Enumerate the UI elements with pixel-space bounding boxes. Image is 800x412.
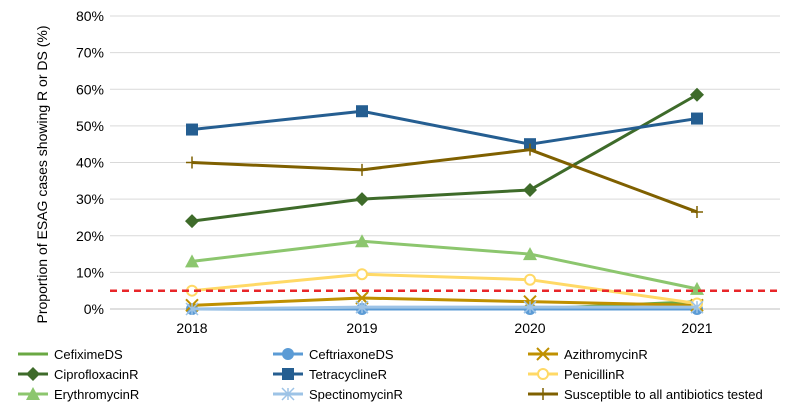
data-point bbox=[523, 182, 537, 197]
legend-swatch-marker bbox=[536, 347, 550, 361]
data-point bbox=[524, 143, 536, 156]
data-point bbox=[691, 205, 703, 218]
y-tick-label: 30% bbox=[76, 191, 104, 207]
data-point bbox=[524, 273, 536, 286]
series-erythromycinr bbox=[185, 234, 704, 295]
series-line bbox=[191, 272, 698, 305]
series-spectinomycinr bbox=[185, 300, 704, 316]
legend-label: Susceptible to all antibiotics tested bbox=[564, 387, 763, 402]
series-line bbox=[191, 305, 697, 311]
y-tick-label: 60% bbox=[76, 81, 104, 97]
y-tick-label: 20% bbox=[76, 228, 104, 244]
legend-label: SpectinomycinR bbox=[309, 387, 403, 402]
y-tick-label: 0% bbox=[84, 301, 104, 317]
legend-item: TetracyclineR bbox=[273, 367, 387, 382]
legend-swatch-marker bbox=[537, 388, 549, 400]
data-point bbox=[185, 214, 199, 229]
x-tick-label: 2021 bbox=[681, 320, 712, 336]
data-point bbox=[186, 156, 198, 169]
data-point bbox=[356, 105, 368, 118]
data-point bbox=[355, 291, 369, 305]
data-point bbox=[355, 300, 369, 314]
legend-swatch-marker bbox=[537, 368, 549, 380]
legend-label: AzithromycinR bbox=[564, 347, 648, 362]
legend-swatch-marker bbox=[282, 368, 294, 380]
y-tick-label: 40% bbox=[76, 155, 104, 171]
legend-swatch-marker bbox=[281, 387, 295, 401]
legend-label: CiprofloxacinR bbox=[54, 367, 139, 382]
legend-swatch-marker bbox=[26, 367, 40, 381]
y-tick-label: 50% bbox=[76, 118, 104, 134]
series-susceptible-to-all-antibiotics-tested bbox=[186, 143, 703, 218]
legend-item: PenicillinR bbox=[528, 367, 625, 382]
series-line bbox=[191, 148, 698, 214]
data-point bbox=[523, 247, 537, 261]
series-group bbox=[185, 87, 704, 316]
y-tick-label: 80% bbox=[76, 8, 104, 24]
data-point bbox=[691, 112, 703, 125]
legend-label: CefiximeDS bbox=[54, 347, 123, 362]
x-axis-ticks: 2018 2019 2020 2021 bbox=[176, 320, 712, 336]
data-point bbox=[523, 300, 537, 314]
data-point bbox=[185, 254, 199, 268]
data-point bbox=[186, 123, 198, 136]
series-tetracycliner bbox=[186, 105, 703, 151]
series-line bbox=[191, 109, 698, 146]
legend: CefiximeDS CeftriaxoneDS AzithromycinR Cipr… bbox=[18, 347, 763, 402]
legend-item: CiprofloxacinR bbox=[18, 367, 139, 382]
legend-item: SpectinomycinR bbox=[273, 387, 403, 402]
y-axis-title: Proportion of ESAG cases showing R or DS… bbox=[34, 25, 50, 323]
series-line bbox=[191, 93, 698, 223]
x-tick-label: 2019 bbox=[346, 320, 377, 336]
data-point bbox=[690, 300, 704, 314]
legend-swatch-marker bbox=[26, 387, 40, 400]
x-tick-label: 2018 bbox=[176, 320, 207, 336]
legend-label: CeftriaxoneDS bbox=[309, 347, 394, 362]
legend-item: CefiximeDS bbox=[18, 347, 123, 362]
data-point bbox=[185, 302, 199, 316]
series-penicillinr bbox=[186, 268, 703, 310]
y-tick-label: 10% bbox=[76, 264, 104, 280]
gridlines bbox=[110, 15, 780, 273]
series-line bbox=[191, 239, 698, 291]
legend-label: ErythromycinR bbox=[54, 387, 139, 402]
legend-label: PenicillinR bbox=[564, 367, 625, 382]
legend-item: Susceptible to all antibiotics tested bbox=[528, 387, 763, 402]
legend-item: CeftriaxoneDS bbox=[273, 347, 394, 362]
legend-swatch-marker bbox=[282, 348, 294, 360]
legend-item: AzithromycinR bbox=[528, 347, 648, 362]
series-ciprofloxacinr bbox=[185, 87, 704, 229]
data-point bbox=[356, 163, 368, 176]
data-point bbox=[356, 268, 368, 281]
y-axis-ticks: 0% 10% 20% 30% 40% 50% 60% 70% 80% bbox=[76, 8, 104, 317]
legend-item: ErythromycinR bbox=[18, 387, 139, 402]
y-tick-label: 70% bbox=[76, 45, 104, 61]
data-point bbox=[355, 192, 369, 207]
data-point bbox=[690, 87, 704, 102]
data-point bbox=[355, 234, 369, 248]
series-line bbox=[191, 296, 698, 307]
legend-label: TetracyclineR bbox=[309, 367, 387, 382]
x-tick-label: 2020 bbox=[514, 320, 545, 336]
